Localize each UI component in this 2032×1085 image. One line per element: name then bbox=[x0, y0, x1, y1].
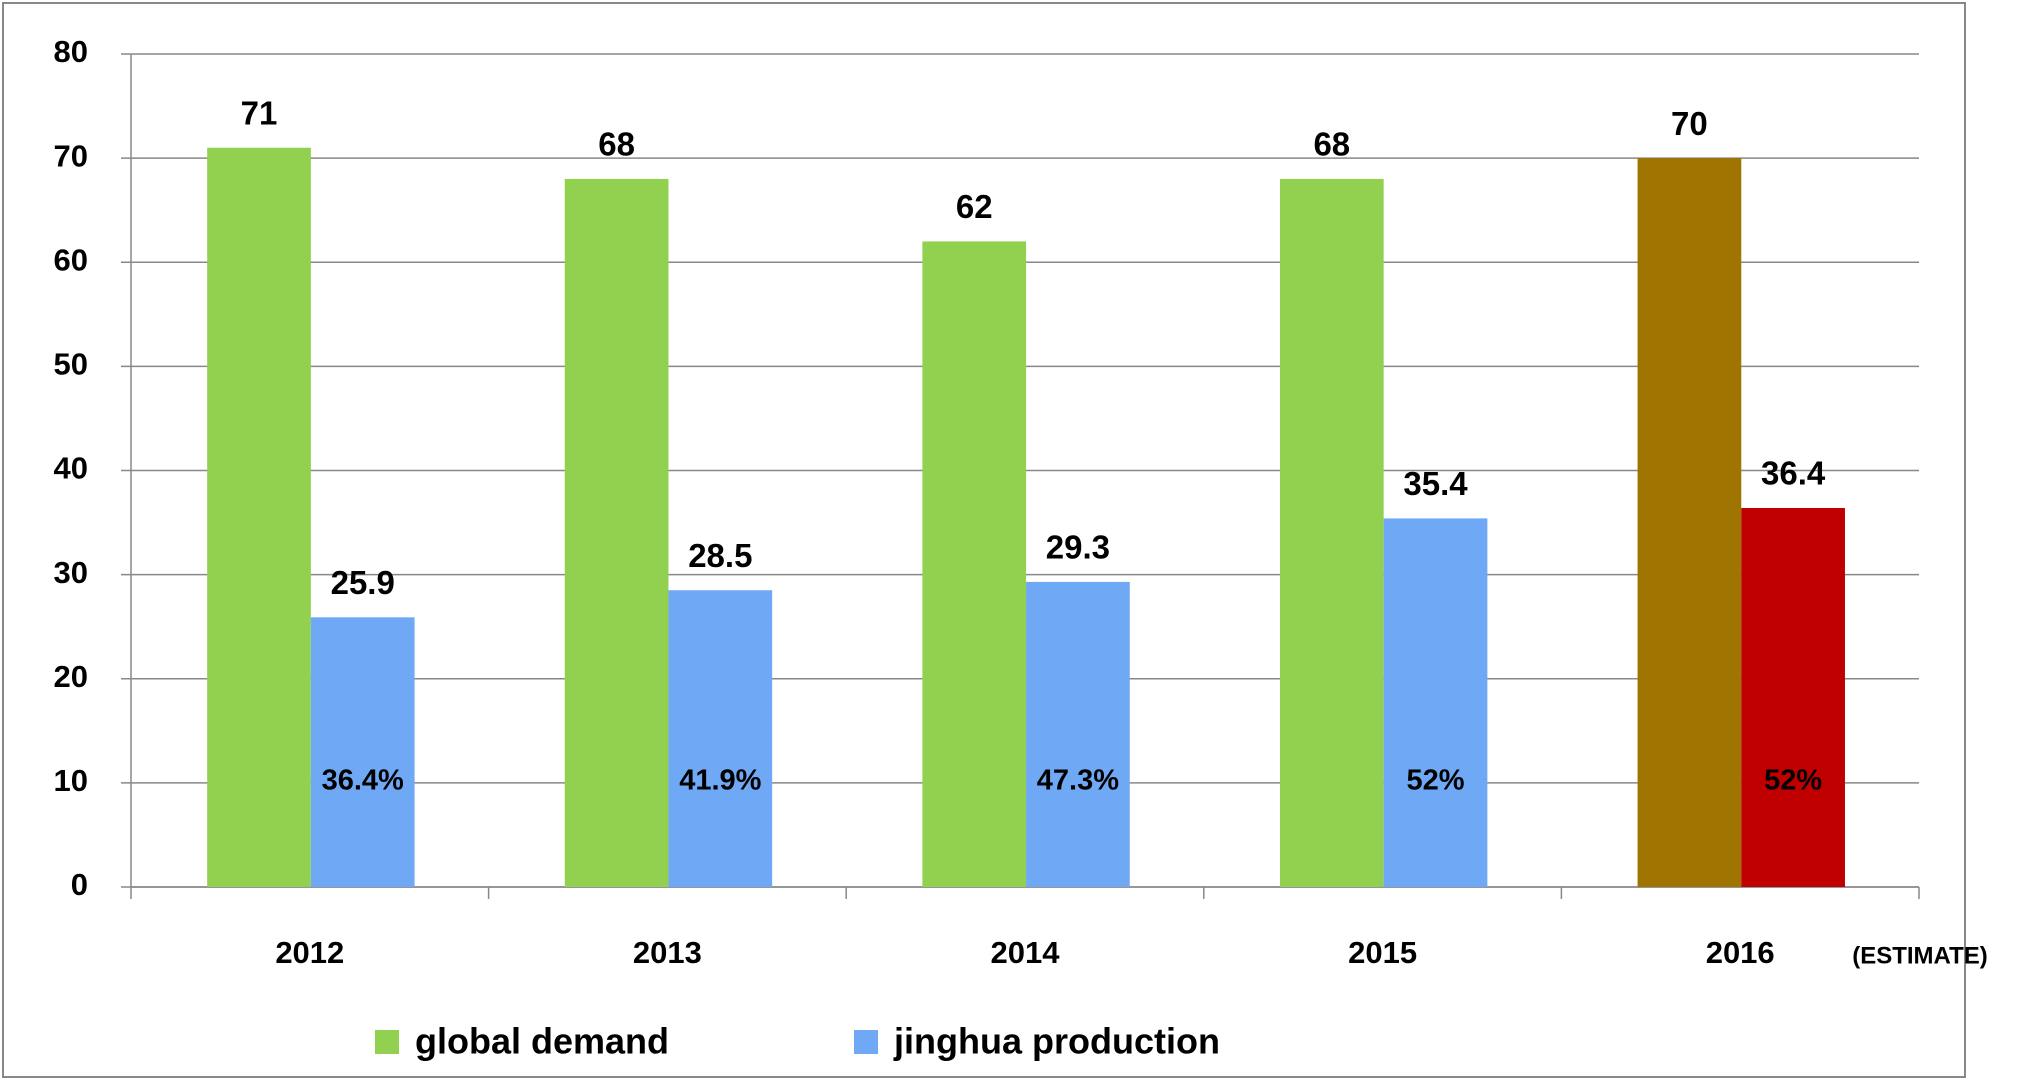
x-tick-label: 2012 bbox=[275, 935, 344, 970]
y-tick-label: 0 bbox=[71, 867, 88, 902]
bar bbox=[1741, 507, 1845, 887]
value-label: 62 bbox=[956, 188, 993, 225]
y-tick-label: 20 bbox=[54, 659, 88, 694]
bar bbox=[668, 590, 773, 887]
x-tick-label: 2014 bbox=[991, 935, 1061, 970]
share-label: 52% bbox=[1407, 765, 1465, 797]
legend-label: jinghua production bbox=[893, 1021, 1220, 1062]
x-tick-label: 2016 bbox=[1706, 935, 1775, 970]
y-tick-label: 80 bbox=[54, 34, 88, 69]
share-label: 47.3% bbox=[1037, 765, 1119, 797]
bar bbox=[1279, 178, 1384, 887]
value-label: 25.9 bbox=[331, 564, 395, 601]
bar bbox=[1026, 581, 1130, 887]
value-label: 29.3 bbox=[1046, 529, 1110, 566]
bar bbox=[1383, 518, 1488, 887]
share-label: 41.9% bbox=[679, 765, 761, 797]
annotation: (ESTIMATE) bbox=[1852, 942, 1988, 969]
x-tick-label: 2015 bbox=[1348, 935, 1417, 970]
value-label: 68 bbox=[598, 126, 635, 163]
value-label: 71 bbox=[241, 94, 278, 131]
bar bbox=[310, 617, 415, 887]
value-label: 36.4 bbox=[1761, 455, 1826, 492]
legend-swatch bbox=[854, 1030, 878, 1054]
share-label: 36.4% bbox=[322, 765, 404, 797]
y-tick-label: 30 bbox=[54, 555, 88, 590]
y-tick-label: 40 bbox=[54, 451, 88, 486]
value-label: 35.4 bbox=[1403, 465, 1468, 502]
x-tick-label: 2013 bbox=[633, 935, 702, 970]
legend-swatch bbox=[375, 1030, 399, 1054]
value-label: 68 bbox=[1313, 126, 1350, 163]
y-tick-label: 70 bbox=[54, 138, 88, 173]
y-tick-label: 10 bbox=[54, 763, 88, 798]
value-label: 28.5 bbox=[688, 537, 752, 574]
bar bbox=[1637, 158, 1742, 887]
bar bbox=[564, 178, 669, 887]
value-label: 70 bbox=[1671, 105, 1708, 142]
legend-label: global demand bbox=[415, 1021, 669, 1062]
bar bbox=[207, 147, 311, 887]
chart-border bbox=[2, 2, 1966, 1078]
share-label: 52% bbox=[1764, 765, 1822, 797]
bar bbox=[922, 241, 1027, 888]
y-tick-label: 60 bbox=[54, 242, 88, 277]
y-tick-label: 50 bbox=[54, 347, 88, 382]
